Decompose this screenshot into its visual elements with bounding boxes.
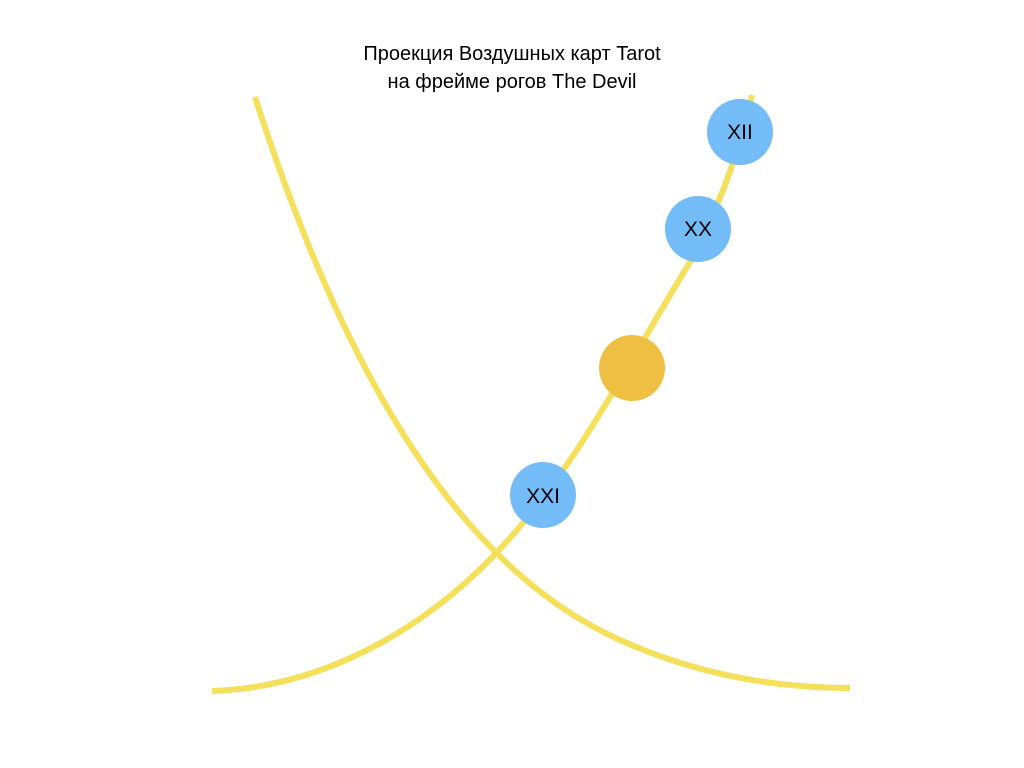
card-node-xxi-label: XXI <box>526 485 560 508</box>
card-node-xii: XII <box>707 99 773 165</box>
card-node-xii-label: XII <box>727 121 753 144</box>
right-horn <box>211 94 755 694</box>
title-line-2: на фрейме рогов The Devil <box>387 71 637 93</box>
card-node-xxi: XXI <box>510 462 576 528</box>
title-line-1: Проекция Воздушных карт Tarot <box>363 43 661 65</box>
left-horn <box>252 96 851 691</box>
card-node-xx: XX <box>665 196 731 262</box>
card-node-xx-label: XX <box>684 218 712 241</box>
page-title: Проекция Воздушных карт Tarot на фрейме … <box>0 40 1024 96</box>
center-node <box>599 335 665 401</box>
